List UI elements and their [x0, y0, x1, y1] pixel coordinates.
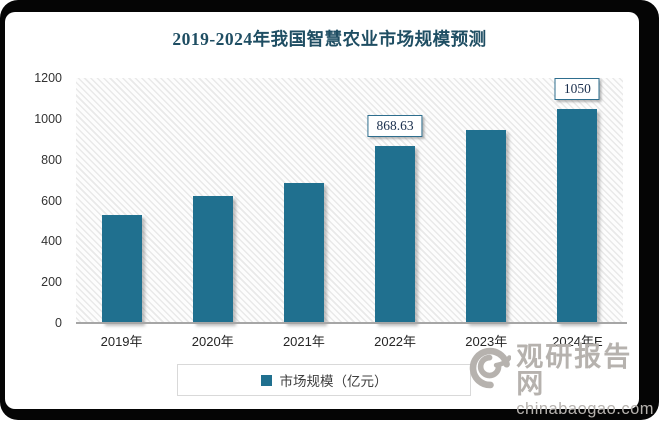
bar-2024年E: [557, 108, 598, 323]
x-tick-2021年: 2021年: [282, 334, 325, 349]
x-tick-2024年E: 2024年E: [552, 334, 603, 349]
chart-title: 2019-2024年我国智慧农业市场规模预测: [172, 29, 487, 49]
watermark-text: 观研报告网 chinabaogao.com: [516, 344, 659, 418]
x-tick-2022年: 2022年: [374, 334, 417, 349]
y-tick-200: 200: [41, 275, 62, 290]
bar-2020年: [192, 196, 233, 323]
y-tick-1000: 1000: [34, 111, 62, 126]
legend-series-label: 市场规模（亿元）: [279, 374, 388, 389]
bar-2022年: [375, 145, 416, 323]
x-tick-2023年: 2023年: [465, 334, 508, 349]
bar-2021年: [283, 183, 324, 323]
watermark: 观研报告网 chinabaogao.com: [466, 344, 659, 418]
bar-2019年: [101, 214, 142, 323]
bar-2023年: [466, 130, 507, 323]
y-tick-400: 400: [41, 234, 62, 249]
y-tick-800: 800: [41, 152, 62, 167]
y-axis: 0 200 400 600 800 1000 1200: [10, 71, 66, 330]
x-tick-2019年: 2019年: [100, 334, 143, 349]
legend-color-swatch: [260, 374, 272, 386]
plot-area: 868.63 1050: [76, 77, 623, 323]
watermark-domain: chinabaogao.com: [516, 400, 655, 418]
y-tick-600: 600: [41, 193, 62, 208]
x-axis-labels: 2019年 2020年 2021年 2022年 2023年 2024年E: [76, 331, 623, 351]
y-tick-0: 0: [55, 316, 62, 330]
data-label-2024年E: 1050: [554, 77, 600, 100]
watermark-site-name: 观研报告网: [516, 342, 633, 399]
legend: 市场规模（亿元）: [177, 364, 471, 396]
y-tick-1200: 1200: [34, 71, 62, 85]
x-axis-line: [76, 322, 627, 324]
data-label-2022年: 868.63: [367, 114, 423, 137]
x-tick-2020年: 2020年: [191, 334, 234, 349]
watermark-swirl-logo-icon: [469, 347, 512, 389]
